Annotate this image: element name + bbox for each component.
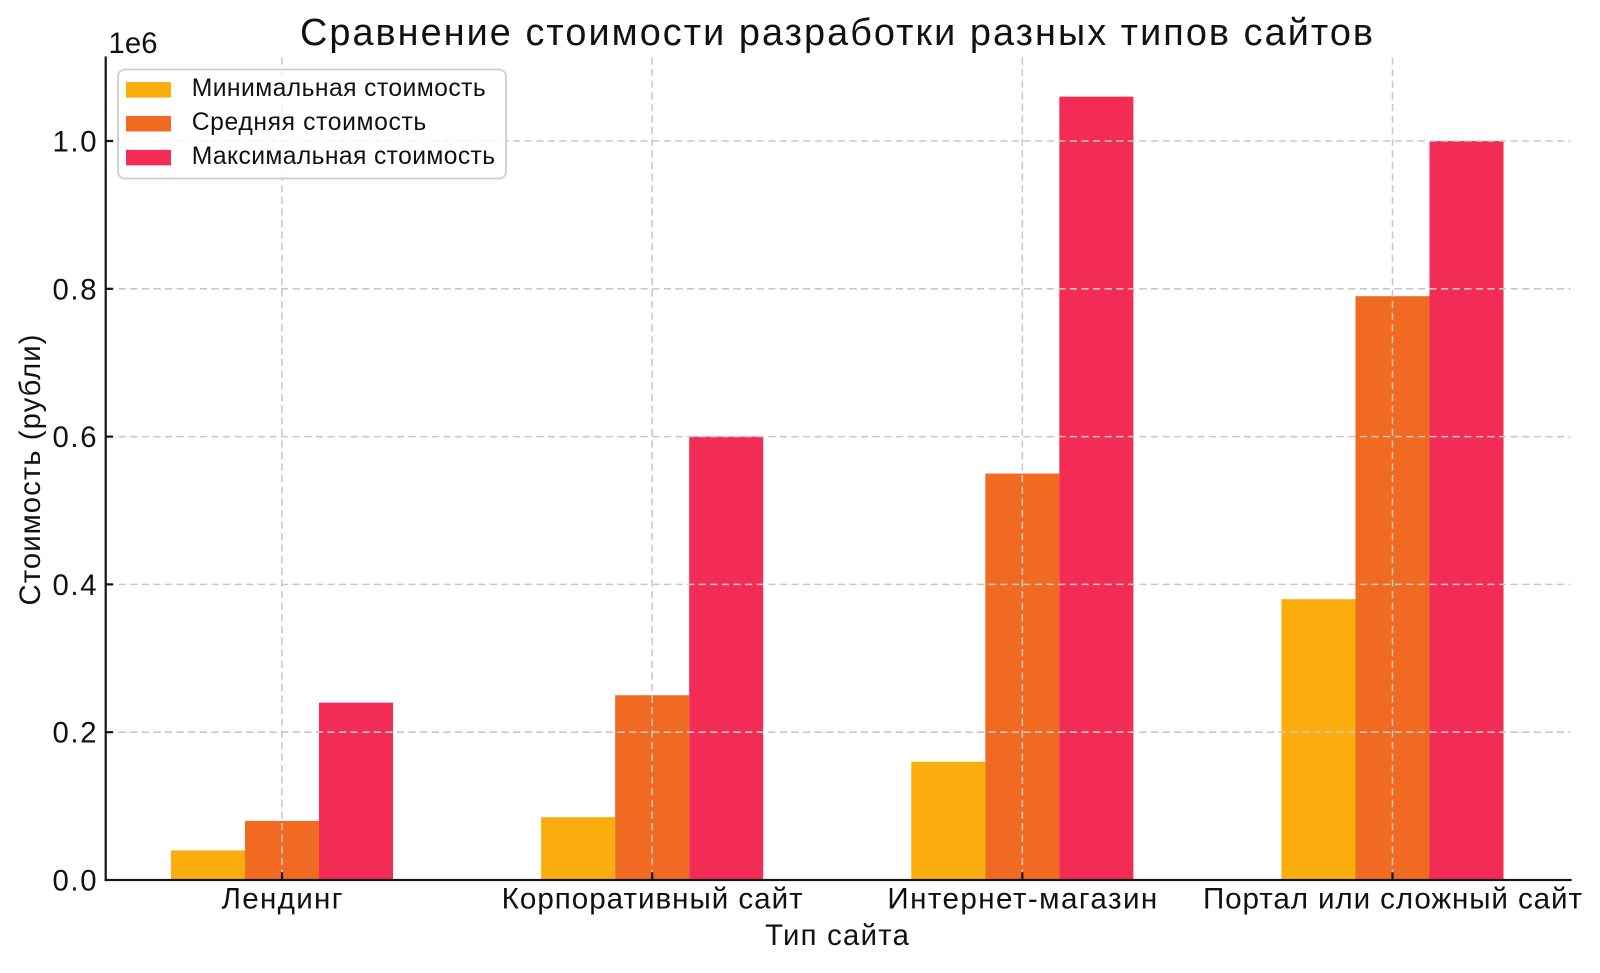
svg-text:0.8: 0.8 xyxy=(53,273,97,306)
svg-text:Средняя стоимость: Средняя стоимость xyxy=(192,109,427,136)
svg-text:0.2: 0.2 xyxy=(53,717,97,750)
svg-text:Минимальная стоимость: Минимальная стоимость xyxy=(192,75,486,102)
svg-text:Корпоративный сайт: Корпоративный сайт xyxy=(502,882,803,915)
svg-text:Интернет-магазин: Интернет-магазин xyxy=(887,882,1157,915)
svg-text:0.0: 0.0 xyxy=(53,865,97,898)
svg-text:Лендинг: Лендинг xyxy=(222,882,343,915)
svg-text:Тип сайта: Тип сайта xyxy=(765,919,910,952)
svg-text:0.4: 0.4 xyxy=(53,569,97,602)
svg-text:1e6: 1e6 xyxy=(109,27,158,60)
svg-text:1.0: 1.0 xyxy=(53,126,97,159)
svg-text:0.6: 0.6 xyxy=(53,421,97,454)
svg-text:Стоимость (рубли): Стоимость (рубли) xyxy=(14,335,47,606)
svg-text:Максимальная стоимость: Максимальная стоимость xyxy=(192,143,495,170)
svg-text:Сравнение стоимости разработки: Сравнение стоимости разработки разных ти… xyxy=(300,12,1373,54)
svg-text:Портал или сложный сайт: Портал или сложный сайт xyxy=(1203,882,1582,915)
